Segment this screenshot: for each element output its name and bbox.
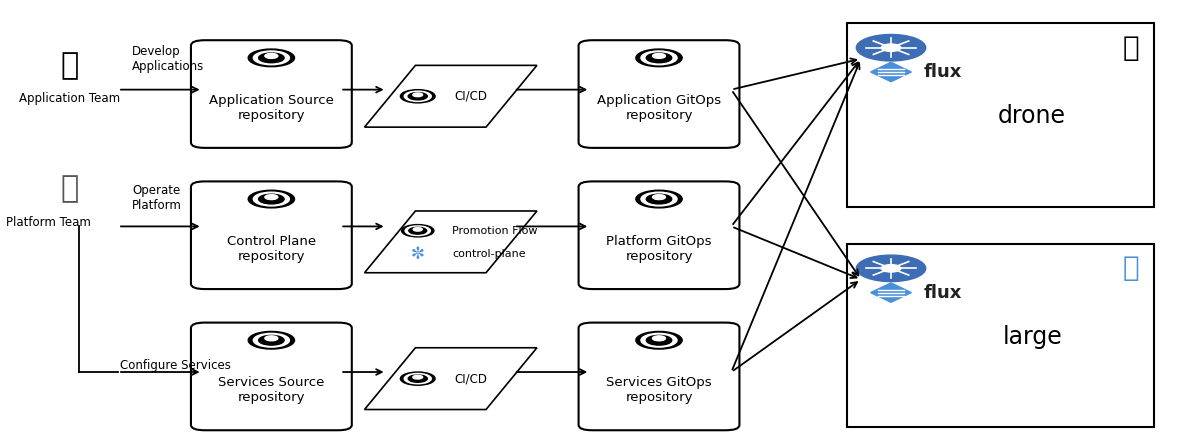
Circle shape — [636, 49, 682, 67]
Circle shape — [856, 35, 926, 61]
Circle shape — [249, 49, 295, 67]
Circle shape — [258, 53, 284, 63]
Circle shape — [253, 51, 289, 65]
Circle shape — [258, 194, 284, 204]
Bar — [847, 244, 1153, 427]
Circle shape — [646, 194, 671, 204]
Circle shape — [646, 53, 671, 63]
Text: Platform Team: Platform Team — [6, 215, 91, 229]
Text: Services GitOps
repository: Services GitOps repository — [606, 376, 712, 404]
FancyBboxPatch shape — [579, 323, 740, 430]
FancyBboxPatch shape — [191, 40, 352, 148]
Polygon shape — [365, 348, 536, 409]
Polygon shape — [365, 211, 536, 273]
Circle shape — [258, 335, 284, 345]
Circle shape — [400, 90, 435, 103]
Circle shape — [646, 335, 671, 345]
Text: Platform GitOps
repository: Platform GitOps repository — [606, 235, 712, 263]
Circle shape — [881, 44, 901, 52]
Circle shape — [641, 333, 677, 347]
Circle shape — [400, 372, 435, 385]
Circle shape — [253, 333, 289, 347]
Circle shape — [641, 192, 677, 206]
Polygon shape — [365, 65, 536, 127]
Text: control-plane: control-plane — [452, 249, 526, 259]
Circle shape — [652, 194, 665, 200]
Circle shape — [408, 93, 427, 100]
FancyBboxPatch shape — [579, 40, 740, 148]
Circle shape — [636, 331, 682, 349]
Text: Develop
Applications: Develop Applications — [131, 45, 204, 73]
Circle shape — [249, 331, 295, 349]
Text: Control Plane
repository: Control Plane repository — [227, 235, 316, 263]
Text: CI/CD: CI/CD — [455, 90, 488, 103]
Circle shape — [249, 190, 295, 208]
Text: CI/CD: CI/CD — [455, 372, 488, 385]
Circle shape — [413, 93, 423, 97]
Circle shape — [408, 375, 427, 382]
Text: flux: flux — [924, 63, 961, 81]
Circle shape — [636, 190, 682, 208]
Text: Services Source
repository: Services Source repository — [218, 376, 324, 404]
Circle shape — [401, 225, 435, 237]
Circle shape — [405, 226, 430, 236]
Polygon shape — [870, 62, 912, 82]
FancyBboxPatch shape — [579, 182, 740, 289]
Circle shape — [881, 265, 901, 272]
Circle shape — [652, 336, 665, 341]
Circle shape — [413, 375, 423, 379]
Circle shape — [856, 255, 926, 281]
Bar — [847, 24, 1153, 206]
Circle shape — [404, 373, 431, 384]
Text: Application Source
repository: Application Source repository — [208, 94, 334, 122]
Text: Application GitOps
repository: Application GitOps repository — [597, 94, 721, 122]
Circle shape — [253, 192, 289, 206]
Circle shape — [652, 53, 665, 59]
Text: drone: drone — [998, 104, 1066, 128]
Text: flux: flux — [924, 284, 961, 301]
Text: Operate
Platform: Operate Platform — [131, 184, 182, 212]
Text: large: large — [1003, 325, 1062, 349]
Text: ✼: ✼ — [411, 245, 425, 263]
Polygon shape — [870, 283, 912, 302]
Circle shape — [413, 228, 423, 231]
Text: Configure Services: Configure Services — [121, 359, 231, 372]
Circle shape — [641, 51, 677, 65]
Circle shape — [265, 194, 278, 200]
FancyBboxPatch shape — [191, 182, 352, 289]
Circle shape — [404, 91, 431, 101]
FancyBboxPatch shape — [191, 323, 352, 430]
Text: 🚁: 🚁 — [1122, 34, 1139, 62]
Text: Application Team: Application Team — [19, 92, 120, 105]
Text: 👥: 👥 — [60, 174, 78, 203]
Circle shape — [408, 227, 426, 234]
Text: 👥: 👥 — [60, 51, 78, 80]
Circle shape — [265, 336, 278, 341]
Text: Promotion Flow: Promotion Flow — [452, 226, 538, 236]
Circle shape — [265, 53, 278, 59]
Text: 🌐: 🌐 — [1122, 254, 1139, 282]
